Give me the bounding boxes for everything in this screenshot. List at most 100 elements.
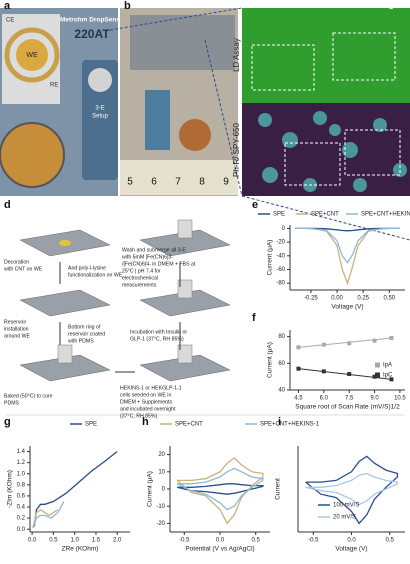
legend-swatch bbox=[375, 362, 380, 368]
ruler-label: 5 bbox=[127, 177, 133, 188]
step-text: Wash and submerge all 3-E bbox=[122, 247, 186, 253]
cnt-spot bbox=[59, 240, 71, 246]
y-tick-label: 20 bbox=[158, 452, 165, 458]
legend-label: 100 mV/S bbox=[333, 503, 359, 509]
electrode-label: CE bbox=[6, 18, 14, 24]
x-tick-label: 0.5 bbox=[49, 538, 58, 544]
legend-label: SPE bbox=[85, 422, 97, 428]
series-line bbox=[176, 457, 264, 525]
y-tick-label: 60 bbox=[278, 361, 285, 367]
y-tick-label: -10 bbox=[156, 504, 165, 510]
device bbox=[130, 15, 235, 70]
y-tick-label: 0.0 bbox=[17, 527, 26, 533]
legend-label: SPE bbox=[273, 212, 285, 218]
step-text: Decoration bbox=[4, 259, 29, 265]
ruler-label: 7 bbox=[175, 177, 181, 188]
x-axis-label: Square root of Scan Rate (mV/S)1/2 bbox=[295, 404, 400, 411]
series-line bbox=[32, 509, 59, 529]
step-text: with PDMS bbox=[68, 338, 94, 344]
series-line bbox=[295, 227, 400, 232]
step-text: Incubation with Insulin or bbox=[130, 329, 187, 335]
x-tick-label: 0.25 bbox=[357, 296, 369, 302]
legend-label: SPE+CNT+HEKINS-1 bbox=[361, 212, 410, 218]
x-tick-label: 4.5 bbox=[294, 396, 303, 402]
legend-label: SPE+CNT bbox=[175, 422, 203, 428]
panel-letter: b bbox=[124, 0, 131, 12]
legend-label: IpC bbox=[383, 373, 393, 379]
y-tick-label: -80 bbox=[276, 281, 285, 287]
panel-letter: a bbox=[4, 0, 11, 12]
electrode-label: WE bbox=[26, 52, 38, 59]
x-axis-label: Potential (V vs Ag/AgCl) bbox=[185, 546, 254, 553]
x-tick-label: 0.0 bbox=[216, 538, 225, 544]
x-tick-label: 9.0 bbox=[370, 396, 379, 402]
x-axis-label: Voltage (V) bbox=[331, 304, 363, 311]
y-tick-label: 0 bbox=[162, 487, 166, 493]
y-tick-label: -20 bbox=[156, 521, 165, 527]
step-text: HEKINS-1 or HEKGLP-1-1 bbox=[120, 385, 182, 391]
sensor-ring bbox=[88, 68, 112, 92]
y-tick-label: 1.4 bbox=[17, 449, 26, 455]
point bbox=[372, 338, 377, 343]
x-axis-label: Voltage (V) bbox=[335, 546, 367, 553]
step-text: PDMS bbox=[4, 400, 20, 406]
y-axis-label: Current bbox=[275, 478, 282, 500]
x-tick-label: -0.5 bbox=[308, 538, 319, 544]
sensor-strip bbox=[82, 60, 118, 180]
step-text: (37°C, RH 85%) bbox=[120, 413, 158, 419]
x-tick-label: 10.5 bbox=[394, 396, 406, 402]
x-tick-label: -0.25 bbox=[304, 296, 318, 302]
legend-label: SPE+CNT bbox=[311, 212, 339, 218]
panel-letter: g bbox=[4, 416, 11, 428]
series-line bbox=[295, 227, 400, 286]
step-text: Baked (50°C) to cure bbox=[4, 393, 53, 399]
legend-label: 20 mV/S bbox=[333, 515, 356, 521]
y-tick-label: 0.8 bbox=[17, 482, 26, 488]
fit-line bbox=[298, 368, 392, 380]
setup-label: 3-E bbox=[95, 106, 104, 112]
step-text: around WE bbox=[4, 333, 30, 339]
x-tick-label: 0.0 bbox=[28, 538, 37, 544]
setup-label: Setup bbox=[92, 114, 108, 120]
y-tick-label: -40 bbox=[276, 253, 285, 259]
series-line bbox=[305, 472, 399, 506]
micro-top bbox=[242, 8, 410, 103]
y-tick-label: 1.2 bbox=[17, 460, 26, 466]
x-tick-label: 1.0 bbox=[71, 538, 80, 544]
x-tick-label: 0.0 bbox=[347, 538, 356, 544]
point bbox=[347, 341, 352, 346]
step-text: measurements bbox=[122, 282, 157, 288]
step-text: reservoir coated bbox=[68, 331, 105, 337]
step-text: Bottom ring of bbox=[68, 324, 101, 330]
series-line bbox=[32, 501, 65, 529]
coin bbox=[179, 119, 211, 151]
y-tick-label: -60 bbox=[276, 267, 285, 273]
ruler bbox=[120, 160, 238, 195]
arrows bbox=[59, 262, 181, 373]
fit-line bbox=[298, 337, 392, 348]
y-axis-label: Current (μA) bbox=[147, 471, 154, 507]
step-text: And poly-l-lysine bbox=[68, 265, 106, 271]
x-tick-label: 7.5 bbox=[345, 396, 354, 402]
y-tick-label: 1.0 bbox=[17, 471, 26, 477]
panel-letter: c bbox=[388, 0, 394, 12]
x-tick-label: 0.50 bbox=[383, 296, 395, 302]
schematic-slabs bbox=[19, 229, 231, 382]
ruler-label: 6 bbox=[151, 177, 157, 188]
series-line bbox=[176, 483, 264, 495]
step-text: 25°C | pH 7.4 for bbox=[122, 268, 161, 274]
zoom-boxes bbox=[251, 32, 401, 186]
connector bbox=[109, 7, 243, 31]
brand-label: Metrohm DropSens bbox=[60, 17, 120, 24]
step-text: /[Fe(CN)6]4- in DMEM + FBS at bbox=[122, 261, 196, 267]
legend-swatch bbox=[375, 372, 380, 378]
working-electrode bbox=[16, 39, 48, 71]
legend-label: SPE+CNT+HEKINS-1 bbox=[260, 422, 320, 428]
y-tick-label: 40 bbox=[278, 388, 285, 394]
ruler-label: 8 bbox=[199, 177, 205, 188]
series-line bbox=[176, 467, 264, 511]
step-text: DMEM + Supplements bbox=[120, 399, 172, 405]
panel-letter: f bbox=[252, 312, 256, 324]
